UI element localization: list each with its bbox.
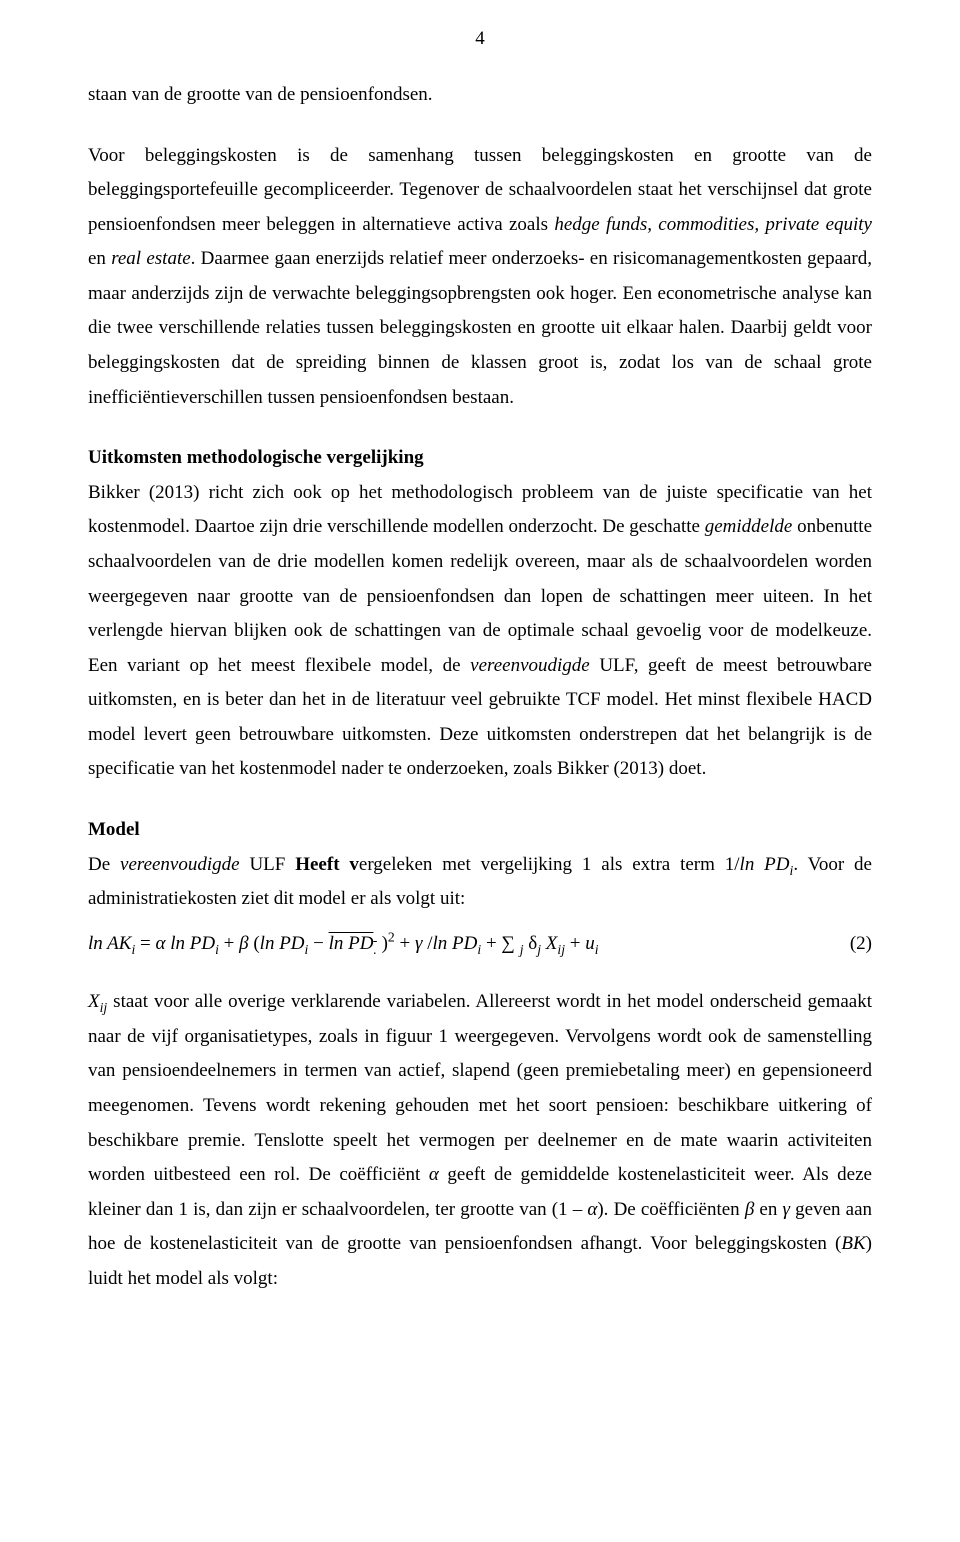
- paragraph-5-block: Xij staat voor alle overige verklarende …: [88, 985, 872, 1296]
- page-container: 4 staan van de grootte van de pensioenfo…: [0, 0, 960, 1542]
- paragraph-1-block: staan van de grootte van de pensioenfond…: [88, 78, 872, 113]
- paragraph-5: Xij staat voor alle overige verklarende …: [88, 985, 872, 1296]
- paragraph-2: Voor beleggingskosten is de samenhang tu…: [88, 139, 872, 416]
- section-model: Model De vereenvoudigde ULF Heeft vergel…: [88, 813, 872, 917]
- paragraph-1: staan van de grootte van de pensioenfond…: [88, 78, 872, 113]
- heading-model: Model: [88, 813, 872, 848]
- equation-row: ln AKi = α ln PDi + β (ln PDi − ln PD. )…: [88, 927, 872, 962]
- equation-body: ln AKi = α ln PDi + β (ln PDi − ln PD. )…: [88, 927, 599, 962]
- heading-uitkomsten: Uitkomsten methodologische vergelijking: [88, 441, 872, 476]
- paragraph-3: Bikker (2013) richt zich ook op het meth…: [88, 476, 872, 787]
- equation-number: (2): [826, 927, 872, 962]
- paragraph-4: De vereenvoudigde ULF Heeft vergeleken m…: [88, 848, 872, 917]
- section-uitkomsten: Uitkomsten methodologische vergelijking …: [88, 441, 872, 787]
- page-number: 4: [88, 28, 872, 50]
- paragraph-2-block: Voor beleggingskosten is de samenhang tu…: [88, 139, 872, 416]
